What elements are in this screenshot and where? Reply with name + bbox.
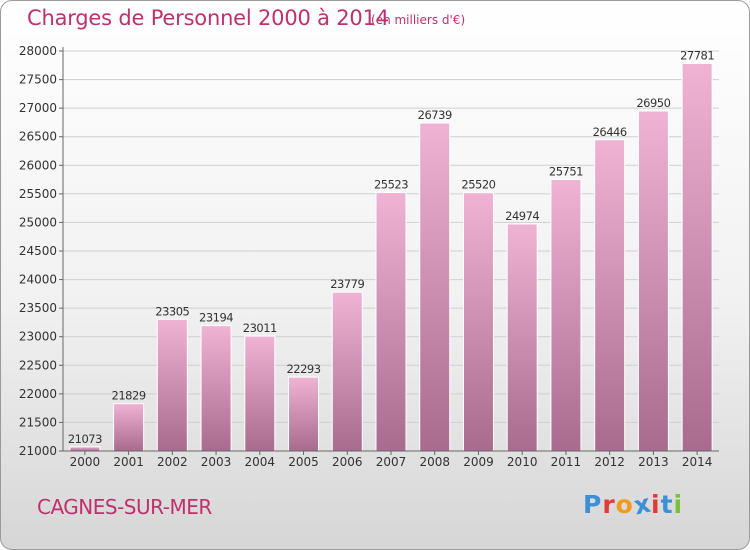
y-tick-label: 21500 bbox=[19, 415, 57, 429]
bar-2014[interactable] bbox=[681, 63, 713, 452]
bar-2000[interactable] bbox=[69, 446, 101, 452]
y-tick-label: 27000 bbox=[19, 101, 57, 115]
bar-2007[interactable] bbox=[375, 192, 407, 452]
logo-letter: P bbox=[583, 490, 603, 519]
data-label-2010: 24974 bbox=[505, 209, 539, 223]
bar-2005[interactable] bbox=[288, 376, 320, 452]
x-tick-label-2009: 2009 bbox=[463, 455, 494, 469]
y-tick-label: 26000 bbox=[19, 158, 57, 172]
bar-2010[interactable] bbox=[506, 223, 538, 452]
y-tick-label: 24500 bbox=[19, 244, 57, 258]
bar-2002[interactable] bbox=[156, 318, 188, 452]
data-label-2007: 25523 bbox=[374, 178, 408, 192]
x-tick-label-2001: 2001 bbox=[113, 455, 144, 469]
bar-2013[interactable] bbox=[637, 110, 669, 452]
x-tick-label-2010: 2010 bbox=[507, 455, 538, 469]
x-tick-label-2005: 2005 bbox=[288, 455, 319, 469]
bar-2006[interactable] bbox=[331, 291, 363, 452]
bar-2003[interactable] bbox=[200, 325, 232, 452]
bar-2001[interactable] bbox=[113, 403, 145, 452]
bar-2011[interactable] bbox=[550, 179, 582, 452]
y-tick-label: 27500 bbox=[19, 73, 57, 87]
data-label-2002: 23305 bbox=[155, 304, 189, 318]
bar-chart: 21073 21829 23305 23194 23011 22293 23779 25523… bbox=[19, 44, 719, 469]
x-tick-label-2011: 2011 bbox=[551, 455, 582, 469]
data-label-2013: 26950 bbox=[636, 96, 670, 110]
data-label-2005: 22293 bbox=[286, 362, 320, 376]
logo-letter: i bbox=[673, 490, 684, 519]
bar-2012[interactable] bbox=[594, 139, 626, 452]
data-label-2000: 21073 bbox=[68, 432, 102, 446]
city-name: CAGNES-SUR-MER bbox=[37, 495, 212, 519]
chart-title: Charges de Personnel 2000 à 2014 bbox=[27, 6, 389, 30]
y-tick-label: 24000 bbox=[19, 273, 57, 287]
y-tick-label: 25500 bbox=[19, 187, 57, 201]
data-label-2008: 26739 bbox=[418, 108, 452, 122]
bar-2008[interactable] bbox=[419, 122, 451, 452]
data-label-2006: 23779 bbox=[330, 277, 364, 291]
y-tick-label: 21000 bbox=[19, 444, 57, 458]
data-label-2012: 26446 bbox=[593, 125, 627, 139]
data-label-2009: 25520 bbox=[461, 178, 495, 192]
x-tick-label-2004: 2004 bbox=[245, 455, 276, 469]
data-label-2001: 21829 bbox=[112, 389, 146, 403]
data-label-2003: 23194 bbox=[199, 311, 233, 325]
x-tick-label-2007: 2007 bbox=[376, 455, 407, 469]
y-tick-label: 26500 bbox=[19, 130, 57, 144]
logo-letter: i bbox=[651, 490, 661, 519]
data-label-2004: 23011 bbox=[243, 321, 277, 335]
x-tick-label-2012: 2012 bbox=[594, 455, 625, 469]
y-tick-label: 23500 bbox=[19, 301, 57, 315]
y-tick-label: 25000 bbox=[19, 215, 57, 229]
bar-2004[interactable] bbox=[244, 335, 276, 452]
x-tick-label-2006: 2006 bbox=[332, 455, 363, 469]
x-tick-label-2002: 2002 bbox=[157, 455, 188, 469]
x-tick-label-2014: 2014 bbox=[682, 455, 713, 469]
y-tick-label: 22000 bbox=[19, 387, 57, 401]
x-tick-label-2003: 2003 bbox=[201, 455, 232, 469]
y-tick-label: 22500 bbox=[19, 358, 57, 372]
x-tick-label-2013: 2013 bbox=[638, 455, 669, 469]
data-label-2014: 27781 bbox=[680, 49, 714, 63]
x-tick-label-2000: 2000 bbox=[70, 455, 101, 469]
bar-2009[interactable] bbox=[462, 192, 494, 452]
x-tick-label-2008: 2008 bbox=[419, 455, 450, 469]
logo-letter: r bbox=[602, 490, 616, 519]
y-tick-label: 28000 bbox=[19, 44, 57, 58]
chart-subtitle: (en milliers d'€) bbox=[371, 13, 466, 27]
logo-letter: o bbox=[615, 490, 634, 519]
data-label-2011: 25751 bbox=[549, 165, 583, 179]
y-tick-label: 23000 bbox=[19, 330, 57, 344]
proxiti-logo[interactable]: Proxiti bbox=[583, 489, 684, 521]
logo-letter: t bbox=[660, 490, 674, 519]
